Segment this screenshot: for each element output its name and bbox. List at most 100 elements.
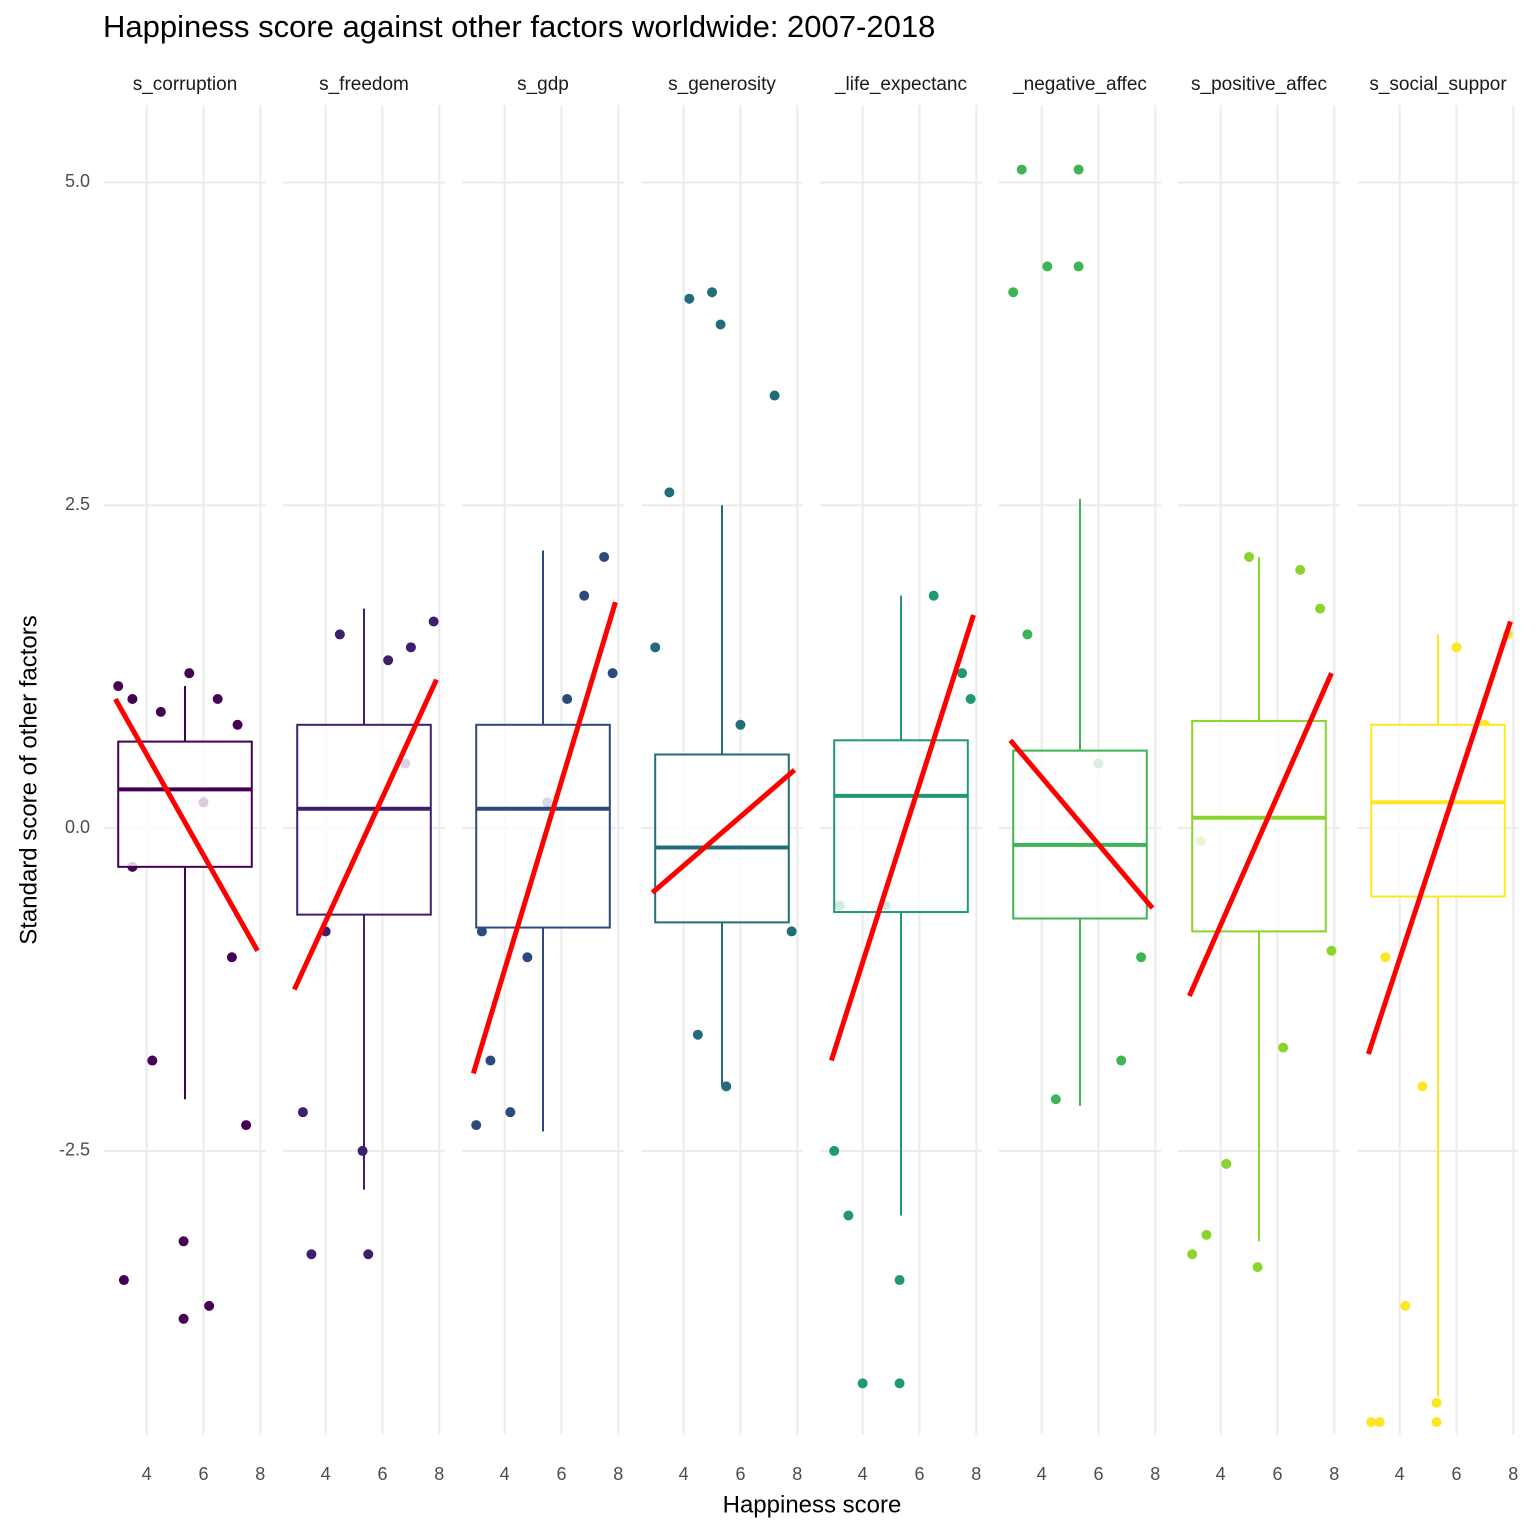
- point: [1016, 164, 1027, 175]
- point: [721, 1081, 732, 1092]
- facet-panel: 4 6 8 _life_expectanc: [820, 74, 982, 1484]
- point: [1431, 1417, 1442, 1428]
- point: [1022, 629, 1033, 640]
- point: [178, 1236, 189, 1247]
- x-tick-label: 4: [679, 1464, 689, 1484]
- point: [204, 1300, 215, 1311]
- point: [522, 952, 533, 963]
- facet-label: s_gdp: [517, 74, 569, 95]
- point: [212, 693, 223, 704]
- point: [607, 668, 618, 679]
- facet-panel: 4 6 8 s_generosity: [641, 74, 803, 1484]
- point: [1073, 261, 1084, 272]
- y-tick-label: -2.5: [59, 1140, 90, 1160]
- point: [1374, 1417, 1385, 1428]
- point: [155, 706, 166, 717]
- point: [363, 1249, 374, 1260]
- point: [113, 681, 124, 692]
- point: [769, 390, 780, 401]
- x-axis-label: Happiness score: [723, 1491, 902, 1518]
- point: [579, 590, 590, 601]
- y-tick-label: 0.0: [65, 817, 90, 837]
- facet-panel: 4 6 8 s_social_suppor: [1357, 74, 1519, 1484]
- point: [1366, 1417, 1377, 1428]
- x-tick-label: 8: [255, 1464, 265, 1484]
- x-tick-label: 6: [556, 1464, 566, 1484]
- facet-label: s_generosity: [668, 74, 776, 95]
- point: [147, 1055, 158, 1066]
- point: [562, 693, 573, 704]
- point: [1400, 1300, 1411, 1311]
- point: [1326, 945, 1337, 956]
- point: [684, 293, 695, 304]
- box: [296, 723, 432, 916]
- x-tick-label: 6: [198, 1464, 208, 1484]
- box: [475, 723, 611, 929]
- point: [1116, 1055, 1127, 1066]
- point: [1073, 164, 1084, 175]
- fit-line: [1365, 620, 1513, 1055]
- point: [1008, 287, 1019, 298]
- point: [184, 668, 195, 679]
- point: [1244, 551, 1255, 562]
- point: [1380, 952, 1391, 963]
- point: [599, 551, 610, 562]
- point: [476, 926, 487, 937]
- point: [1451, 642, 1462, 653]
- point: [306, 1249, 317, 1260]
- point: [471, 1120, 482, 1131]
- x-tick-label: 4: [1395, 1464, 1405, 1484]
- point: [1278, 1042, 1289, 1053]
- facet-panel: 4 6 8 _negative_affec: [999, 74, 1161, 1484]
- box: [654, 753, 790, 924]
- x-tick-label: 8: [971, 1464, 981, 1484]
- fit-line: [1008, 738, 1155, 910]
- point: [928, 590, 939, 601]
- fit-line: [828, 614, 976, 1062]
- point: [357, 1145, 368, 1156]
- point: [428, 616, 439, 627]
- point: [1295, 564, 1306, 575]
- point: [650, 642, 661, 653]
- x-tick-label: 6: [1272, 1464, 1282, 1484]
- facet-label: s_freedom: [319, 74, 409, 95]
- point: [1187, 1249, 1198, 1260]
- x-tick-label: 8: [613, 1464, 623, 1484]
- point: [894, 1378, 905, 1389]
- fit-line: [113, 697, 260, 953]
- fit-line: [292, 678, 439, 991]
- facet-label: _negative_affec: [1012, 74, 1147, 95]
- x-tick-label: 8: [792, 1464, 802, 1484]
- box: [833, 739, 969, 914]
- facet-label: _life_expectanc: [834, 74, 967, 95]
- point: [405, 642, 416, 653]
- point: [965, 693, 976, 704]
- x-tick-label: 4: [500, 1464, 510, 1484]
- facet-panel: 4 6 8 s_freedom: [283, 74, 445, 1484]
- point: [1252, 1262, 1263, 1273]
- box: [117, 740, 253, 868]
- box: [1191, 719, 1327, 933]
- x-tick-label: 4: [142, 1464, 152, 1484]
- point: [894, 1275, 905, 1286]
- x-tick-label: 6: [1451, 1464, 1461, 1484]
- point: [735, 719, 746, 730]
- box: [1012, 749, 1148, 920]
- x-tick-label: 8: [1150, 1464, 1160, 1484]
- x-tick-label: 8: [434, 1464, 444, 1484]
- x-tick-label: 4: [1037, 1464, 1047, 1484]
- point: [226, 952, 237, 963]
- facet-panel: 4 6 8 s_positive_affec: [1178, 74, 1340, 1484]
- point: [1201, 1229, 1212, 1240]
- point: [1417, 1081, 1428, 1092]
- point: [297, 1107, 308, 1118]
- fit-line: [650, 768, 797, 895]
- point: [1042, 261, 1053, 272]
- point: [1431, 1397, 1442, 1408]
- point: [715, 319, 726, 330]
- box: [1370, 723, 1506, 898]
- x-tick-label: 6: [1093, 1464, 1103, 1484]
- point: [692, 1029, 703, 1040]
- point: [232, 719, 243, 730]
